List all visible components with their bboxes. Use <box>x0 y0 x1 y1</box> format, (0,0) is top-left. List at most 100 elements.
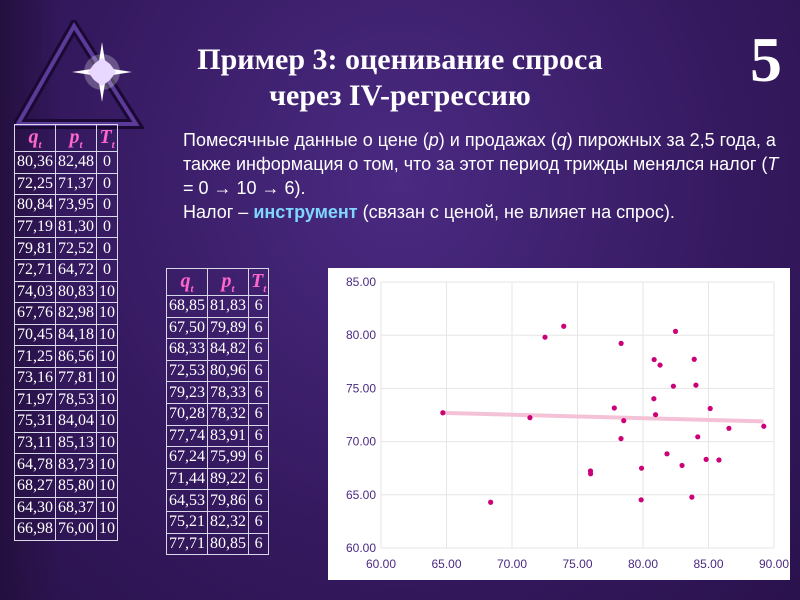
y-tick-label: 65.00 <box>346 488 376 502</box>
desc-text-2: ) и продажах ( <box>438 130 557 150</box>
x-tick-label: 60.00 <box>366 557 396 571</box>
cell-t: 10 <box>96 388 118 412</box>
table-row: 64,30 68,37 10 <box>14 496 118 520</box>
cell-p: 89,22 <box>207 467 249 491</box>
cell-q: 68,85 <box>166 295 208 318</box>
y-tick-label: 60.00 <box>346 541 376 555</box>
desc-text-4: = 0 → 10 → 6). <box>183 178 306 198</box>
cell-t: 0 <box>96 151 118 174</box>
data-point <box>587 468 594 474</box>
cell-t: 6 <box>247 489 270 512</box>
cell-q: 80,36 <box>14 151 56 174</box>
cell-q: 66,98 <box>14 518 56 541</box>
cell-q: 71,25 <box>14 345 56 368</box>
table-row: 70,28 78,32 6 <box>166 402 270 426</box>
table-row: 64,78 83,73 10 <box>14 453 118 476</box>
cell-p: 79,89 <box>207 316 249 340</box>
cell-t: 10 <box>96 431 118 455</box>
cell-p: 68,37 <box>55 496 97 520</box>
cell-t: 6 <box>247 295 270 318</box>
cell-q: 75,21 <box>166 510 208 534</box>
cell-q: 75,31 <box>14 410 56 433</box>
cell-t: 10 <box>96 366 118 390</box>
cell-p: 77,81 <box>55 366 97 390</box>
cell-q: 73,16 <box>14 366 56 390</box>
cell-q: 77,71 <box>166 532 208 556</box>
desc-text-1: Помесячные данные о цене ( <box>183 130 429 150</box>
table-row: 71,44 89,22 6 <box>166 467 270 491</box>
cell-t: 10 <box>96 280 118 304</box>
description-text: Помесячные данные о цене (p) и продажах … <box>183 128 793 224</box>
cell-t: 6 <box>247 402 270 426</box>
table-row: 79,81 72,52 0 <box>14 237 118 260</box>
cell-t: 6 <box>247 316 270 340</box>
desc-var-p: p <box>428 130 439 150</box>
table-row: 75,31 84,04 10 <box>14 410 118 433</box>
cell-p: 85,13 <box>55 431 97 455</box>
data-point <box>638 465 645 471</box>
x-tick-label: 80.00 <box>628 557 658 571</box>
cell-q: 74,03 <box>14 280 56 304</box>
cell-t: 0 <box>96 258 118 282</box>
cell-q: 68,27 <box>14 474 56 498</box>
table-row: 71,25 86,56 10 <box>14 345 118 368</box>
cell-p: 80,83 <box>55 280 97 304</box>
data-point <box>664 451 670 457</box>
table-row: 67,24 75,99 6 <box>166 446 270 469</box>
cell-p: 82,98 <box>55 302 97 325</box>
cell-t: 0 <box>96 237 118 260</box>
cell-p: 80,85 <box>207 532 249 556</box>
table-row: 72,53 80,96 6 <box>166 359 270 383</box>
cell-t: 10 <box>96 474 118 498</box>
chart-svg: 60.00 65.00 70.00 75.00 80.00 85.00 90.00 60.00… <box>346 275 789 571</box>
header-p: pt <box>55 124 97 152</box>
cell-q: 80,84 <box>14 194 56 217</box>
cell-p: 82,32 <box>207 510 249 534</box>
table-row: 80,84 73,95 0 <box>14 194 118 217</box>
header-q: qt <box>14 124 56 152</box>
cell-t: 6 <box>247 381 270 404</box>
cell-p: 86,56 <box>55 345 97 368</box>
table-row: 68,33 84,82 6 <box>166 338 270 361</box>
cell-t: 0 <box>96 215 118 239</box>
table-row: 64,53 79,86 6 <box>166 489 270 512</box>
table-row: 71,97 78,53 10 <box>14 388 118 412</box>
cell-p: 78,32 <box>207 402 249 426</box>
desc-text-3: ) пирожных за 2,5 года, а также информац… <box>183 130 776 174</box>
x-tick-label: 85.00 <box>693 557 723 571</box>
table-row: 75,21 82,32 6 <box>166 510 270 534</box>
cell-p: 84,82 <box>207 338 249 361</box>
table-header-row: qt pt Tt <box>166 268 270 296</box>
cell-p: 72,52 <box>55 237 97 260</box>
cell-t: 10 <box>96 496 118 520</box>
cell-p: 76,00 <box>55 518 97 541</box>
cell-q: 71,97 <box>14 388 56 412</box>
cell-t: 6 <box>247 467 270 491</box>
cell-t: 0 <box>96 172 118 196</box>
desc-text-5: Налог – <box>183 202 254 222</box>
data-point <box>657 362 663 368</box>
cell-q: 67,76 <box>14 302 56 325</box>
cell-q: 79,23 <box>166 381 208 404</box>
trend-line <box>442 410 764 424</box>
table-row: 79,23 78,33 6 <box>166 381 270 404</box>
scatter-chart: 60.00 65.00 70.00 75.00 80.00 85.00 90.00 60.00… <box>328 268 790 580</box>
data-point <box>618 436 624 442</box>
data-point <box>651 356 657 363</box>
cell-p: 81,30 <box>55 215 97 239</box>
data-point <box>488 499 494 505</box>
desc-keyword-instrument: инструмент <box>253 202 358 222</box>
cell-p: 78,33 <box>207 381 249 404</box>
x-tick-label: 70.00 <box>497 557 527 571</box>
data-point <box>691 356 697 362</box>
cell-p: 81,83 <box>207 295 249 318</box>
cell-q: 73,11 <box>14 431 56 455</box>
cell-p: 83,73 <box>55 453 97 476</box>
data-point <box>618 340 624 346</box>
table-header-row: qt pt Tt <box>14 124 118 152</box>
cell-t: 6 <box>247 532 270 556</box>
cell-q: 77,74 <box>166 424 208 448</box>
table-row: 77,74 83,91 6 <box>166 424 270 448</box>
data-point <box>621 418 627 424</box>
cell-p: 82,48 <box>55 151 97 174</box>
